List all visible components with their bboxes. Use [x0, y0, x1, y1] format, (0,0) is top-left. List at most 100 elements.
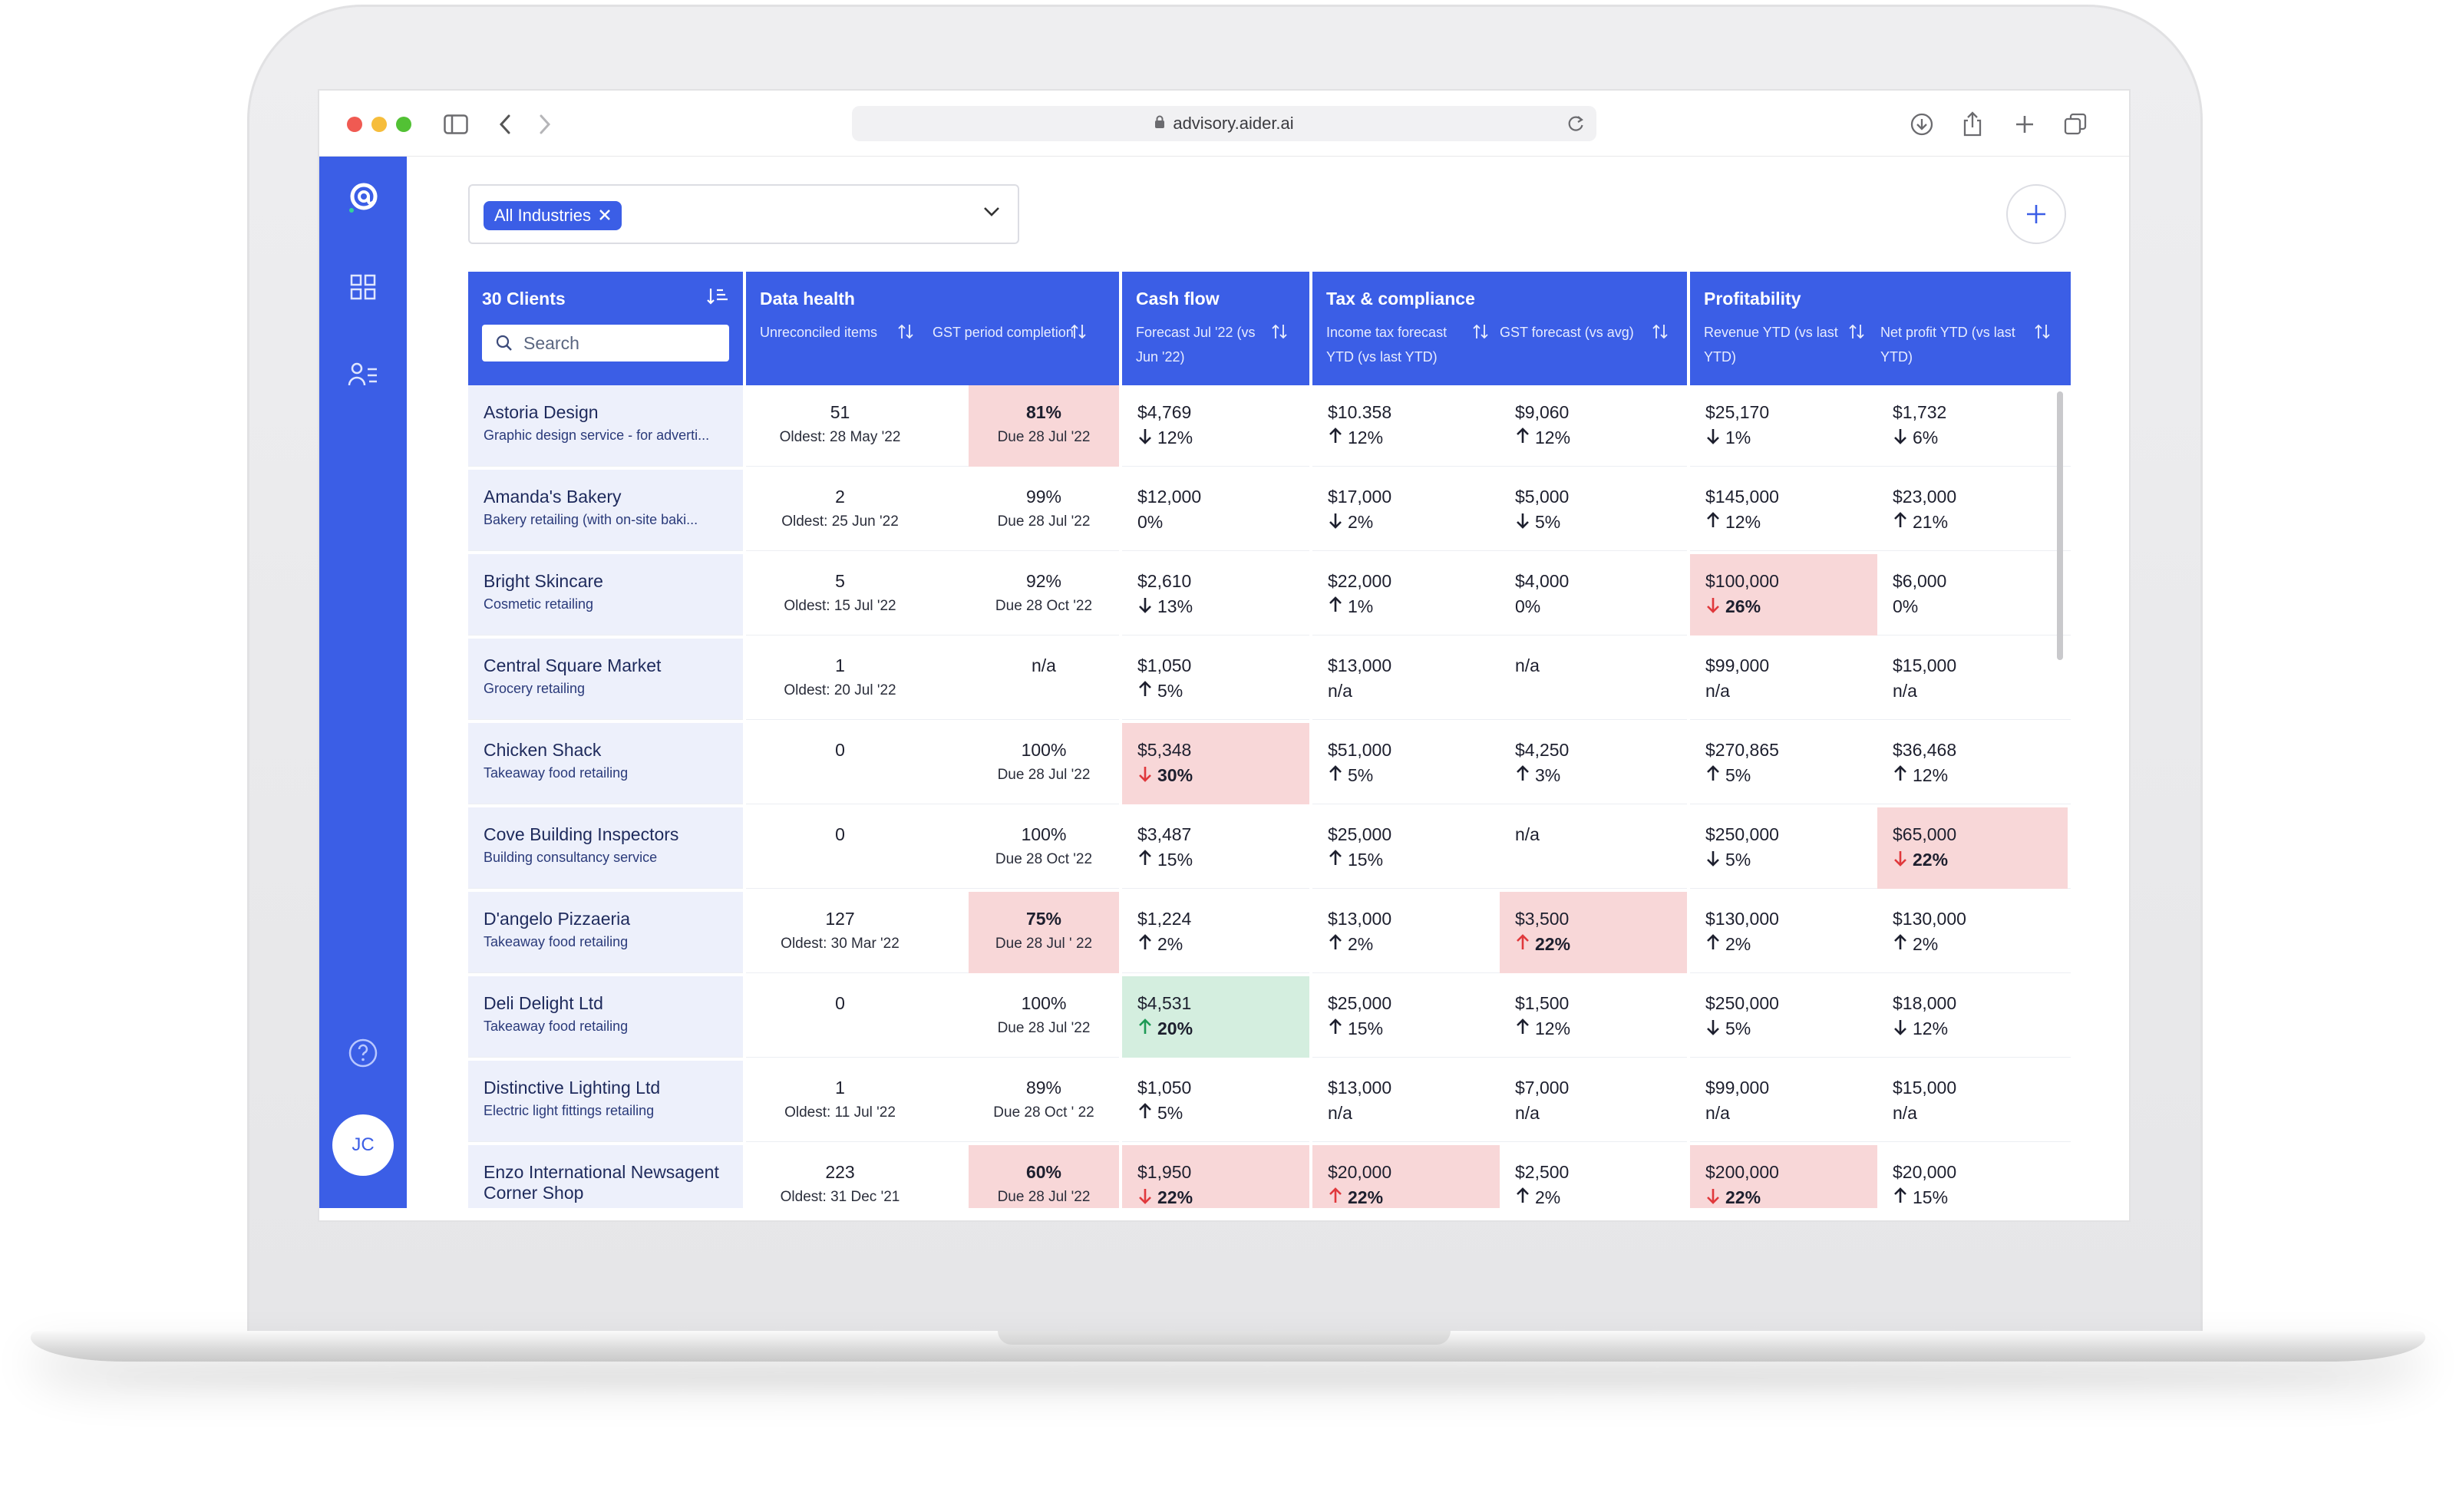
- new-tab-icon[interactable]: [2006, 106, 2043, 143]
- minimize-window-button[interactable]: [371, 117, 387, 132]
- gstf-cell[interactable]: $4,000 0%: [1500, 554, 1687, 636]
- np-cell[interactable]: $6,000 0%: [1877, 554, 2068, 636]
- back-icon[interactable]: [487, 106, 523, 143]
- net-profit-header[interactable]: Net profit YTD (vs last YTD): [1880, 320, 2057, 369]
- sort-icon[interactable]: [1070, 323, 1087, 348]
- table-row[interactable]: Amanda's Bakery Bakery retailing (with on…: [468, 470, 2071, 554]
- rev-cell[interactable]: $100,000 26%: [1690, 554, 1877, 636]
- gst-cell[interactable]: 89% Due 28 Oct ' 22: [969, 1061, 1119, 1142]
- forward-icon[interactable]: [527, 106, 563, 143]
- address-bar[interactable]: advisory.aider.ai: [852, 106, 1596, 141]
- gstf-cell[interactable]: $4,250 3%: [1500, 723, 1687, 804]
- table-row[interactable]: Cove Building Inspectors Building consult…: [468, 807, 2071, 892]
- gstf-cell[interactable]: $2,500 2%: [1500, 1145, 1687, 1220]
- table-row[interactable]: Distinctive Lighting Ltd Electric light f…: [468, 1061, 2071, 1145]
- dashboard-grid-icon[interactable]: [340, 264, 386, 310]
- table-row[interactable]: Chicken Shack Takeaway food retailing 0 100…: [468, 723, 2071, 807]
- tab-overview-icon[interactable]: [2057, 106, 2094, 143]
- chevron-down-icon[interactable]: [982, 206, 1001, 222]
- np-cell[interactable]: $36,468 12%: [1877, 723, 2068, 804]
- rev-cell[interactable]: $250,000 5%: [1690, 807, 1877, 889]
- np-cell[interactable]: $15,000 n/a: [1877, 1061, 2068, 1142]
- table-row[interactable]: Astoria Design Graphic design service - f…: [468, 385, 2071, 470]
- table-scrollbar[interactable]: [2057, 391, 2063, 660]
- table-row[interactable]: D'angelo Pizzaeria Takeaway food retailin…: [468, 892, 2071, 976]
- itax-cell[interactable]: $20,000 22%: [1312, 1145, 1500, 1220]
- cf-cell[interactable]: $12,000 0%: [1122, 470, 1309, 551]
- unrec-cell[interactable]: 223 Oldest: 31 Dec '21: [746, 1145, 934, 1220]
- sort-icon[interactable]: [897, 323, 914, 348]
- client-name[interactable]: Enzo International Newsagent Corner Shop: [484, 1162, 719, 1203]
- table-row[interactable]: Central Square Market Grocery retailing 1 O…: [468, 639, 2071, 723]
- add-client-button[interactable]: [2006, 184, 2066, 244]
- gst-cell[interactable]: 81% Due 28 Jul '22: [969, 385, 1119, 467]
- np-cell[interactable]: $1,732 6%: [1877, 385, 2068, 467]
- unrec-cell[interactable]: 0: [746, 723, 934, 804]
- gstf-cell[interactable]: n/a: [1500, 639, 1687, 720]
- unrec-cell[interactable]: 0: [746, 807, 934, 889]
- gst-cell[interactable]: 75% Due 28 Jul ' 22: [969, 892, 1119, 973]
- user-avatar[interactable]: JC: [332, 1114, 394, 1176]
- client-cell[interactable]: Deli Delight Ltd Takeaway food retailing: [468, 976, 746, 1058]
- client-name[interactable]: Cove Building Inspectors: [484, 824, 679, 844]
- gst-cell[interactable]: 99% Due 28 Jul '22: [969, 470, 1119, 551]
- client-name[interactable]: Amanda's Bakery: [484, 487, 622, 507]
- revenue-header[interactable]: Revenue YTD (vs last YTD): [1704, 320, 1880, 369]
- client-name[interactable]: Central Square Market: [484, 655, 662, 675]
- cf-cell[interactable]: $2,610 13%: [1122, 554, 1309, 636]
- gstf-cell[interactable]: n/a: [1500, 807, 1687, 889]
- cf-cell[interactable]: $1,950 22%: [1122, 1145, 1309, 1220]
- gst-forecast-header[interactable]: GST forecast (vs avg): [1500, 320, 1673, 369]
- unrec-cell[interactable]: 1 Oldest: 11 Jul '22: [746, 1061, 934, 1142]
- cf-cell[interactable]: $5,348 30%: [1122, 723, 1309, 804]
- cf-cell[interactable]: $1,224 2%: [1122, 892, 1309, 973]
- download-icon[interactable]: [1903, 106, 1940, 143]
- forecast-header[interactable]: Forecast Jul '22 (vs Jun '22): [1136, 320, 1296, 369]
- client-name[interactable]: Deli Delight Ltd: [484, 993, 603, 1013]
- client-cell[interactable]: Central Square Market Grocery retailing: [468, 639, 746, 720]
- cf-cell[interactable]: $1,050 5%: [1122, 639, 1309, 720]
- help-icon[interactable]: [340, 1030, 386, 1076]
- itax-cell[interactable]: $13,000 n/a: [1312, 639, 1500, 720]
- zoom-window-button[interactable]: [396, 117, 411, 132]
- client-name[interactable]: Bright Skincare: [484, 571, 603, 591]
- client-cell[interactable]: Distinctive Lighting Ltd Electric light f…: [468, 1061, 746, 1142]
- gstf-cell[interactable]: $5,000 5%: [1500, 470, 1687, 551]
- share-icon[interactable]: [1954, 106, 1991, 143]
- sidebar-toggle-icon[interactable]: [437, 106, 474, 143]
- unrec-cell[interactable]: 0: [746, 976, 934, 1058]
- unrec-cell[interactable]: 2 Oldest: 25 Jun '22: [746, 470, 934, 551]
- table-row[interactable]: Deli Delight Ltd Takeaway food retailing 0…: [468, 976, 2071, 1061]
- itax-cell[interactable]: $25,000 15%: [1312, 807, 1500, 889]
- industry-chip[interactable]: All Industries: [484, 201, 622, 230]
- search-input[interactable]: Search: [482, 325, 729, 361]
- clients-list-icon[interactable]: [340, 352, 386, 398]
- gst-cell[interactable]: 100% Due 28 Oct '22: [969, 807, 1119, 889]
- gst-cell[interactable]: 92% Due 28 Oct '22: [969, 554, 1119, 636]
- rev-cell[interactable]: $130,000 2%: [1690, 892, 1877, 973]
- gst-cell[interactable]: 100% Due 28 Jul '22: [969, 723, 1119, 804]
- gst-period-header[interactable]: GST period completion: [933, 320, 1105, 345]
- sort-list-icon[interactable]: [706, 287, 729, 309]
- np-cell[interactable]: $18,000 12%: [1877, 976, 2068, 1058]
- cf-cell[interactable]: $1,050 5%: [1122, 1061, 1309, 1142]
- cf-cell[interactable]: $3,487 15%: [1122, 807, 1309, 889]
- gst-cell[interactable]: 60% Due 28 Jul '22: [969, 1145, 1119, 1220]
- cf-cell[interactable]: $4,769 12%: [1122, 385, 1309, 467]
- client-name[interactable]: D'angelo Pizzaeria: [484, 909, 631, 929]
- rev-cell[interactable]: $99,000 n/a: [1690, 1061, 1877, 1142]
- itax-cell[interactable]: $22,000 1%: [1312, 554, 1500, 636]
- reload-icon[interactable]: [1566, 112, 1586, 140]
- client-cell[interactable]: Astoria Design Graphic design service - f…: [468, 385, 746, 467]
- rev-cell[interactable]: $200,000 22%: [1690, 1145, 1877, 1220]
- close-window-button[interactable]: [347, 117, 362, 132]
- industry-filter-select[interactable]: All Industries: [468, 184, 1019, 244]
- gst-cell[interactable]: 100% Due 28 Jul '22: [969, 976, 1119, 1058]
- rev-cell[interactable]: $25,170 1%: [1690, 385, 1877, 467]
- table-row[interactable]: Enzo International Newsagent Corner Shop…: [468, 1145, 2071, 1220]
- unrec-cell[interactable]: 1 Oldest: 20 Jul '22: [746, 639, 934, 720]
- unrec-cell[interactable]: 51 Oldest: 28 May '22: [746, 385, 934, 467]
- sort-icon[interactable]: [1271, 323, 1288, 348]
- sort-icon[interactable]: [1652, 323, 1669, 348]
- remove-chip-icon[interactable]: [599, 206, 611, 226]
